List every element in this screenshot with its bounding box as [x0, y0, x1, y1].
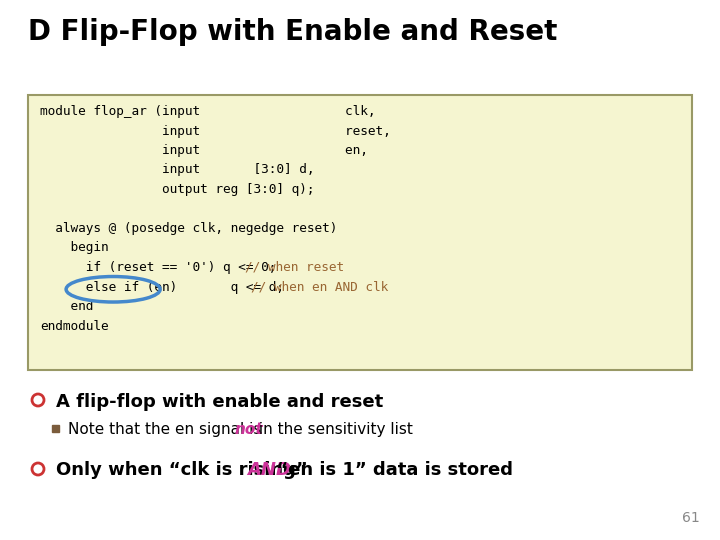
- Text: begin: begin: [40, 241, 109, 254]
- Bar: [52, 425, 59, 432]
- Text: Note that the en signal is: Note that the en signal is: [68, 422, 266, 437]
- Text: always @ (posedge clk, negedge reset): always @ (posedge clk, negedge reset): [40, 222, 338, 235]
- Text: else if (en)       q <= d;: else if (en) q <= d;: [40, 280, 315, 294]
- Text: 61: 61: [683, 511, 700, 525]
- Bar: [28, 95, 692, 370]
- Text: endmodule: endmodule: [40, 320, 109, 333]
- Text: D Flip-Flop with Enable and Reset: D Flip-Flop with Enable and Reset: [28, 18, 557, 46]
- Text: output reg [3:0] q);: output reg [3:0] q);: [40, 183, 315, 196]
- Text: // when en AND clk: // when en AND clk: [251, 280, 388, 294]
- Text: Only when “clk is rising”: Only when “clk is rising”: [56, 461, 314, 479]
- Text: A flip-flop with enable and reset: A flip-flop with enable and reset: [56, 393, 383, 411]
- Text: // when reset: // when reset: [245, 261, 344, 274]
- Text: not: not: [234, 422, 263, 437]
- Text: if (reset == '0') q <= 0;: if (reset == '0') q <= 0;: [40, 261, 307, 274]
- Text: input       [3:0] d,: input [3:0] d,: [40, 164, 315, 177]
- Text: input                   en,: input en,: [40, 144, 368, 157]
- Text: input                   reset,: input reset,: [40, 125, 391, 138]
- Text: end: end: [40, 300, 94, 313]
- Text: module flop_ar (input                   clk,: module flop_ar (input clk,: [40, 105, 376, 118]
- Text: AND: AND: [247, 461, 291, 479]
- Text: in the sensitivity list: in the sensitivity list: [254, 422, 413, 437]
- Text: “en is 1” data is stored: “en is 1” data is stored: [271, 461, 513, 479]
